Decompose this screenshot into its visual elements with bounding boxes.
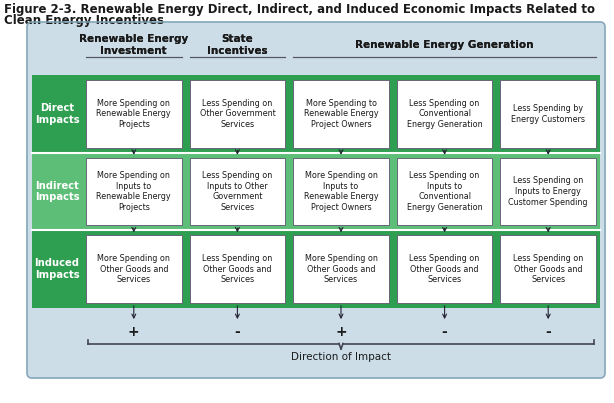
FancyBboxPatch shape [27,22,605,378]
Text: Less Spending on
Other Government
Services: Less Spending on Other Government Servic… [200,99,275,129]
Text: State
Incentives: State Incentives [207,34,268,56]
FancyBboxPatch shape [86,158,182,225]
FancyBboxPatch shape [500,158,596,225]
Text: Induced
Impacts: Induced Impacts [34,258,79,280]
Text: State
Incentives: State Incentives [207,34,268,56]
Text: Figure 2-3. Renewable Energy Direct, Indirect, and Induced Economic Impacts Rela: Figure 2-3. Renewable Energy Direct, Ind… [4,3,595,16]
Text: +: + [128,325,139,339]
Text: More Spending on
Renewable Energy
Projects: More Spending on Renewable Energy Projec… [96,99,171,129]
Bar [32,231,600,308]
Bar [32,75,600,153]
Text: Direct
Impacts: Direct Impacts [34,103,79,125]
FancyBboxPatch shape [397,80,492,147]
Text: -: - [235,325,240,339]
FancyBboxPatch shape [293,235,389,303]
FancyBboxPatch shape [500,80,596,147]
Text: Less Spending on
Other Goods and
Services: Less Spending on Other Goods and Service… [410,254,480,285]
Text: Less Spending on
Conventional
Energy Generation: Less Spending on Conventional Energy Gen… [407,99,483,129]
Text: Less Spending on
Other Goods and
Services: Less Spending on Other Goods and Service… [202,254,273,285]
Text: More Spending on
Inputs to
Renewable Energy
Project Owners: More Spending on Inputs to Renewable Ene… [304,171,378,212]
Bar [32,27,600,75]
Text: Clean Energy Incentives: Clean Energy Incentives [4,14,164,27]
FancyBboxPatch shape [190,158,285,225]
Text: Renewable Energy
Investment: Renewable Energy Investment [79,34,188,56]
Text: More Spending on
Other Goods and
Services: More Spending on Other Goods and Service… [305,254,378,285]
Text: More Spending on
Other Goods and
Services: More Spending on Other Goods and Service… [98,254,170,285]
FancyBboxPatch shape [190,80,285,147]
FancyBboxPatch shape [190,235,285,303]
FancyBboxPatch shape [293,80,389,147]
Text: Direction of Impact: Direction of Impact [291,352,391,362]
FancyBboxPatch shape [397,158,492,225]
Text: Less Spending on
Other Goods and
Services: Less Spending on Other Goods and Service… [513,254,583,285]
FancyBboxPatch shape [397,235,492,303]
Bar [32,308,600,373]
Text: +: + [335,325,347,339]
Text: -: - [545,325,551,339]
FancyBboxPatch shape [500,235,596,303]
Text: Less Spending on
Inputs to
Conventional
Energy Generation: Less Spending on Inputs to Conventional … [407,171,483,212]
Text: Renewable Energy Generation: Renewable Energy Generation [356,40,534,50]
FancyBboxPatch shape [86,80,182,147]
Bar [32,153,600,231]
Text: Renewable Energy
Investment: Renewable Energy Investment [79,34,188,56]
Text: Less Spending on
Inputs to Energy
Customer Spending: Less Spending on Inputs to Energy Custom… [508,176,588,207]
FancyBboxPatch shape [293,158,389,225]
Text: More Spending on
Inputs to
Renewable Energy
Projects: More Spending on Inputs to Renewable Ene… [96,171,171,212]
Text: -: - [441,325,448,339]
Text: More Spending to
Renewable Energy
Project Owners: More Spending to Renewable Energy Projec… [304,99,378,129]
Text: Indirect
Impacts: Indirect Impacts [34,181,79,202]
Text: Less Spending on
Inputs to Other
Government
Services: Less Spending on Inputs to Other Governm… [202,171,273,212]
Text: Less Spending by
Energy Customers: Less Spending by Energy Customers [511,104,585,124]
FancyBboxPatch shape [86,235,182,303]
Text: Renewable Energy Generation: Renewable Energy Generation [356,40,534,50]
